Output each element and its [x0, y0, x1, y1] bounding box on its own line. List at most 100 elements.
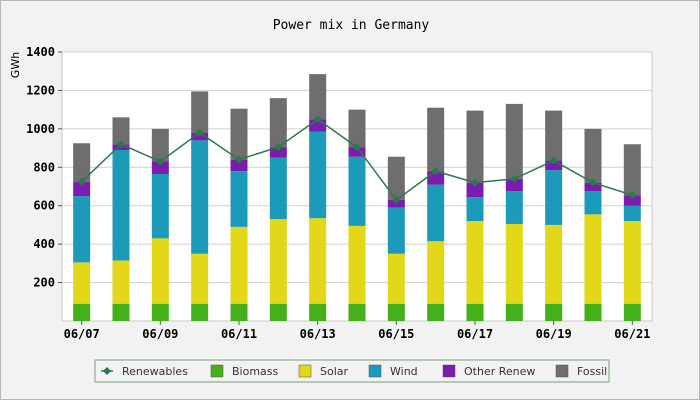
x-tick-label: 06/07 [64, 327, 100, 341]
bar-other-renew [269, 147, 287, 158]
legend-label: Renewables [122, 365, 188, 378]
renewables-point [117, 140, 125, 149]
bar-biomass [427, 303, 445, 321]
bar-biomass [387, 303, 405, 321]
renewables-point [392, 195, 401, 204]
bar-biomass [230, 303, 248, 321]
bar-solar [191, 253, 209, 304]
x-tick-label: 06/19 [536, 327, 572, 341]
bar-biomass [309, 303, 327, 321]
bar-biomass [466, 303, 484, 321]
renewables-point [431, 167, 440, 176]
bar-fossil [427, 107, 445, 172]
bar-solar [387, 253, 405, 304]
bar-wind [230, 171, 248, 227]
legend-swatch [368, 364, 382, 378]
renewables-point [549, 156, 558, 165]
bar-fossil [309, 74, 327, 120]
renewables-point [77, 177, 86, 186]
bar-wind [545, 170, 563, 225]
legend-swatch-marker [103, 367, 111, 375]
legend-box [94, 359, 610, 383]
legend-swatch [442, 364, 456, 378]
bar-fossil [73, 143, 91, 182]
renewables-point [274, 143, 283, 152]
legend-label: Wind [390, 365, 418, 378]
bar-solar [427, 241, 445, 304]
bar-fossil [151, 128, 169, 162]
legend-swatch [298, 364, 312, 378]
bar-other-renew [584, 182, 602, 192]
chart-title: Power mix in Germany [273, 18, 430, 33]
bar-wind [348, 156, 366, 226]
bar-fossil [191, 91, 209, 133]
renewables-point [313, 115, 322, 124]
bar-biomass [73, 303, 91, 321]
renewables-point [628, 191, 637, 200]
bar-wind [466, 197, 484, 222]
bar-solar [466, 221, 484, 304]
bar-fossil [584, 128, 602, 183]
bar-solar [112, 260, 130, 304]
bar-other-renew [348, 147, 366, 157]
renewables-point [353, 143, 361, 152]
bar-biomass [151, 303, 169, 321]
bar-other-renew [151, 161, 169, 175]
y-tick-label: 1400 [26, 45, 55, 59]
legend-swatch [210, 364, 224, 378]
legend-swatch [555, 364, 569, 378]
bar-fossil [348, 109, 366, 148]
bar-solar [151, 238, 169, 304]
bar-other-renew [466, 182, 484, 198]
bar-wind [584, 191, 602, 215]
bar-other-renew [505, 178, 523, 192]
bar-solar [309, 218, 327, 304]
bar-fossil [466, 110, 484, 183]
renewables-point [471, 178, 479, 187]
renewables-point [156, 157, 165, 166]
bar-solar [230, 226, 248, 304]
bar-biomass [623, 303, 641, 321]
bar-wind [387, 207, 405, 254]
bar-solar [623, 221, 641, 304]
bar-wind [505, 191, 523, 224]
bar-wind [112, 149, 130, 261]
y-tick-label: 1000 [26, 122, 55, 136]
y-tick-label: 800 [33, 160, 55, 174]
bar-fossil [230, 108, 248, 160]
renewables-point [589, 178, 597, 187]
bar-fossil [545, 110, 563, 161]
bar-other-renew [545, 160, 563, 171]
legend-label: Fossil [577, 365, 607, 378]
y-tick-label: 400 [33, 237, 55, 251]
x-tick-label: 06/15 [378, 327, 414, 341]
bar-biomass [112, 303, 130, 321]
bar-fossil [269, 98, 287, 148]
bar-wind [427, 184, 445, 242]
bar-biomass [348, 303, 366, 321]
bar-solar [73, 262, 91, 304]
bar-other-renew [230, 159, 248, 172]
y-tick-label: 600 [33, 199, 55, 213]
legend-label: Biomass [232, 365, 279, 378]
bar-biomass [584, 303, 602, 321]
x-tick-label: 06/09 [142, 327, 178, 341]
bar-other-renew [73, 181, 91, 197]
bar-biomass [191, 303, 209, 321]
bar-solar [584, 214, 602, 304]
bar-fossil [623, 144, 641, 196]
bar-wind [151, 174, 169, 239]
y-tick-label: 1200 [26, 83, 55, 97]
bar-solar [505, 223, 523, 304]
x-tick-label: 06/13 [300, 327, 336, 341]
bar-other-renew [623, 195, 641, 206]
bar-wind [309, 131, 327, 219]
bar-solar [348, 225, 366, 304]
renewables-point [235, 155, 243, 164]
bar-biomass [269, 303, 287, 321]
bar-biomass [545, 303, 563, 321]
bar-wind [73, 196, 91, 263]
legend-label: Solar [320, 365, 349, 378]
